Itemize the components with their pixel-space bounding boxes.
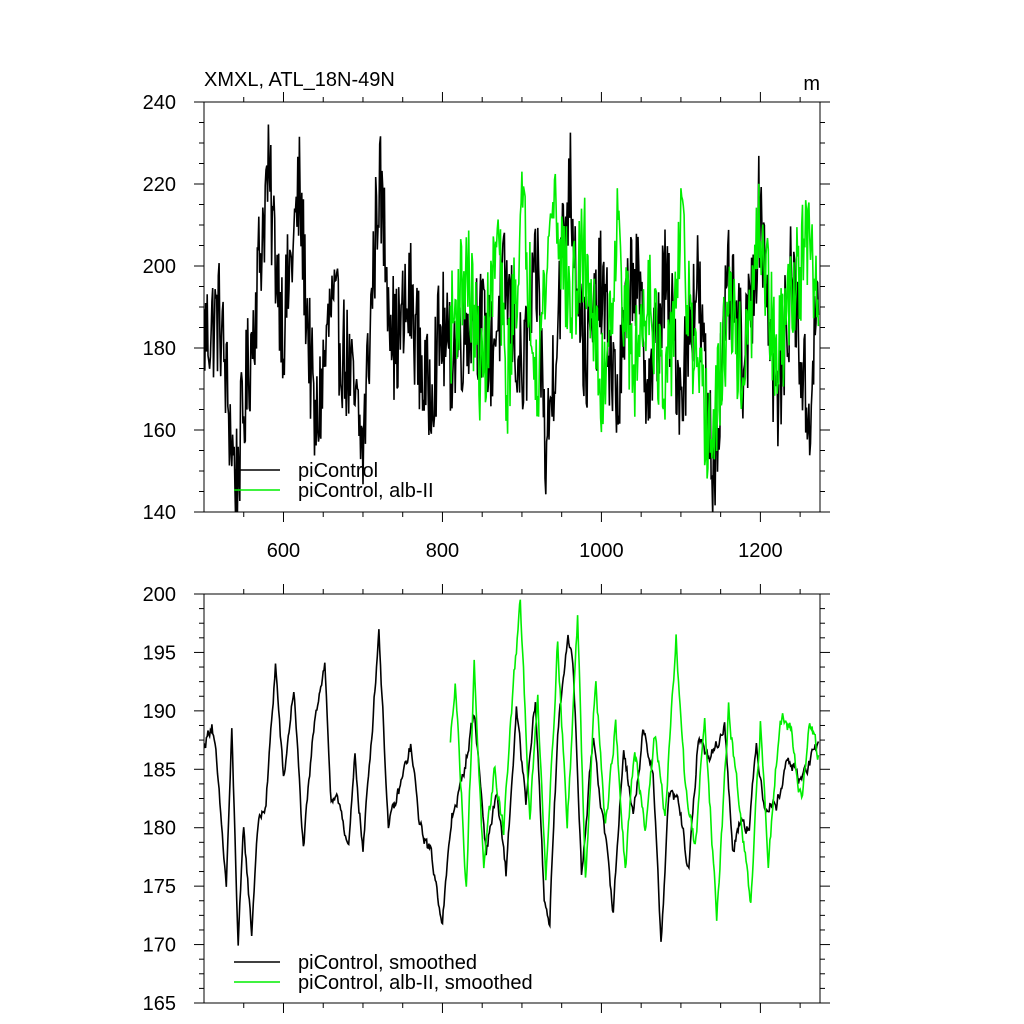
y-tick-label: 180 [143,338,176,360]
series-line-picontrol-alb-ii [449,599,820,921]
y-tick-label: 180 [143,818,176,840]
y-tick-label: 220 [143,174,176,196]
legend-label: piControl, alb-II, smoothed [298,972,533,994]
units-label: m [803,73,820,95]
legend-label: piControl, alb-II [298,480,434,502]
y-tick-label: 200 [143,584,176,606]
y-tick-label: 195 [143,642,176,664]
panel-bottom-smoothed: 165 170 175 180 185 190 195 200 piControl, smoot… [143,584,830,1015]
x-tick-label: 1000 [579,540,624,562]
series-line-picontrol [204,629,820,946]
x-tick-label: 600 [267,540,300,562]
y-tick-label: 190 [143,701,176,723]
legend-label: piControl, smoothed [298,952,477,974]
y-tick-label: 185 [143,759,176,781]
y-tick-label: 160 [143,420,176,442]
y-tick-label: 240 [143,92,176,114]
chart-title: XMXL, ATL_18N-49N [204,69,395,91]
y-tick-label: 200 [143,256,176,278]
series-line-picontrol-alb-ii [449,171,820,479]
y-tick-label: 140 [143,502,176,524]
y-tick-label: 175 [143,876,176,898]
x-tick-label: 800 [426,540,459,562]
x-tick-label: 1200 [738,540,783,562]
panel-top-xmxl: 600 800 1000 1200 140 160 180 200 220 240 XMXL, AT… [143,69,830,562]
y-tick-label: 170 [143,935,176,957]
y-tick-label: 165 [143,993,176,1015]
plot-frame [203,593,821,1004]
legend-label: piControl [298,460,378,482]
